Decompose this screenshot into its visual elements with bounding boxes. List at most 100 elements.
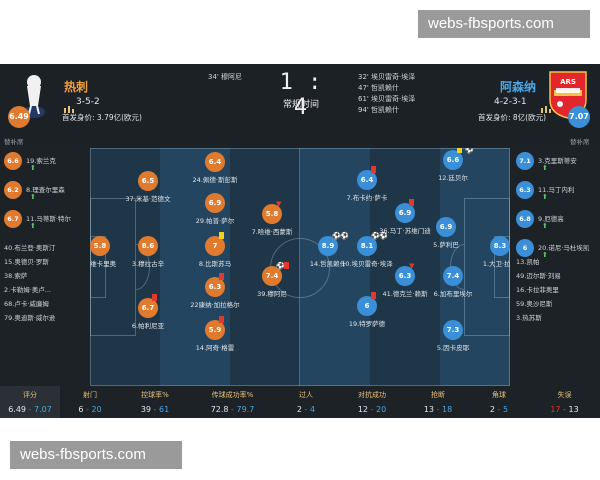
stat-home-value: 13 — [423, 405, 434, 414]
away-event: 47' 哲凯赖什 — [358, 84, 400, 92]
stat-title: 过人 — [299, 391, 313, 399]
bench-name: 19.索兰克 — [26, 157, 56, 165]
bench-player[interactable]: 7.1 ⬆ 3.克里斯蒂安 — [512, 152, 600, 172]
stat-away-value: 18 — [441, 405, 453, 414]
stat-home-value: 17 — [550, 405, 561, 414]
stat-2: 控球率% 39 - 61 — [120, 386, 190, 418]
away-team-name[interactable]: 阿森纳 — [500, 80, 537, 94]
sub-in-icon: ⬆ — [542, 193, 548, 201]
yellow-card-icon — [457, 148, 462, 153]
bench-player[interactable]: 79.奥迪斯·威尔逊 — [0, 311, 88, 325]
stat-separator: - — [560, 405, 569, 414]
player-rating: 6.7 — [138, 298, 158, 318]
player-rating: 6 — [357, 296, 377, 316]
player-rating: 6.9 — [395, 203, 415, 223]
bench-name: 3.克里斯蒂安 — [538, 157, 577, 165]
goal-icon: ⚽ — [332, 232, 341, 240]
bench-name: 13.凯帕 — [516, 258, 540, 266]
bench-name: 8.理查尔里森 — [26, 186, 65, 194]
stat-separator: - — [83, 405, 92, 414]
player-name: 19.特罗萨德 — [348, 320, 386, 328]
bench-rating: 7.1 — [516, 152, 534, 170]
player-name: 8.比斯苏马 — [198, 260, 232, 268]
bench-player[interactable]: 40.布兰登·奥斯汀 — [0, 241, 88, 255]
player-name: 41.德克兰·赖斯 — [382, 290, 428, 298]
stat-6: 抢断 13 - 18 — [407, 386, 469, 418]
stat-values: 6.49 - 7.07 — [0, 405, 60, 414]
player-rating: 6.5 — [138, 171, 158, 191]
player-rating: 5.9 — [205, 320, 225, 340]
stat-title: 角球 — [492, 391, 506, 399]
bench-player[interactable]: 38.索萨 — [0, 269, 88, 283]
stat-home-value: 6.49 — [8, 405, 26, 414]
bench-player[interactable]: 15.奥德贝·罗斯 — [0, 255, 88, 269]
sub-in-icon: ⬆ — [542, 164, 548, 172]
stat-3: 传球成功率% 72.8 - 79.7 — [190, 386, 275, 418]
stat-8: 失误 17 - 13 — [529, 386, 600, 418]
player-name: 7.布卡约·萨卡 — [346, 194, 388, 202]
player-name: 5.因卡皮耶 — [436, 344, 470, 352]
away-formation: 4-2-3-1 — [494, 97, 527, 107]
bench-name: 11.马蒂斯·特尔 — [26, 215, 71, 223]
bench-player[interactable]: 68.卢卡·威廉姆 — [0, 297, 88, 311]
match-header: 6.49 热刺 3-5-2 首发身价: 3.79亿(欧元) 34' 穆阿尼 1 … — [0, 64, 600, 146]
player-name: 22康纳·加拉格尔 — [190, 301, 240, 309]
red-card-icon — [284, 262, 289, 269]
bench-player[interactable]: 6.8 ⬆ 9.厄德高 — [512, 210, 600, 230]
player-rating: 7 — [205, 236, 225, 256]
formation-icon — [541, 98, 551, 113]
player-name: 10.埃贝雷奇·埃泽 — [341, 260, 393, 268]
svg-text:ARS: ARS — [560, 78, 576, 86]
bench-player[interactable]: 6.2 ⬆ 8.理查尔里森 — [0, 181, 88, 201]
player-rating: 6.6 — [443, 150, 463, 170]
bench-player[interactable]: 6.3 ⬆ 11.马丁内利 — [512, 181, 600, 201]
stat-home-value: 2 — [296, 405, 302, 414]
player-name: 3.穆拉古辛 — [131, 260, 165, 268]
goal-icon: ⚽ — [465, 148, 474, 154]
home-team-name[interactable]: 热刺 — [64, 80, 89, 94]
stat-away-value: 20 — [375, 405, 387, 414]
bench-player[interactable]: 2.卡勒姆·奥卢... — [0, 283, 88, 297]
stat-values: 17 - 13 — [529, 405, 600, 414]
stat-away-value: 20 — [91, 405, 102, 414]
stat-home-value: 2 — [489, 405, 495, 414]
stat-separator: - — [495, 405, 503, 414]
bench-player[interactable]: 6 ⬆ 20.诺尼·马杜埃凯 — [512, 239, 600, 259]
player-rating: 7.3 — [443, 320, 463, 340]
player-rating: 6.9 — [436, 217, 456, 237]
bench-rating: 6.6 — [4, 152, 22, 170]
player-rating: 6.9 — [205, 193, 225, 213]
player-name: 24.佩德·斯彭斯 — [192, 176, 238, 184]
formation-icon — [64, 98, 74, 113]
bench-player[interactable]: 49.迈尔斯·刘易 — [512, 269, 600, 283]
player-rating: 7.4 — [443, 266, 463, 286]
stat-values: 2 - 5 — [469, 405, 529, 414]
sub-in-icon: ⬆ — [542, 222, 548, 230]
bench-player[interactable]: 6.7 ⬆ 11.马蒂斯·特尔 — [0, 210, 88, 230]
player-rating: 8.6 — [138, 236, 158, 256]
red-card-icon — [371, 166, 376, 173]
player-name: 6.加布里埃尔 — [433, 290, 473, 298]
player-name: 7.哈维·西蒙斯 — [251, 228, 293, 236]
player-name: 5.萨利巴 — [433, 241, 459, 249]
stat-separator: - — [26, 405, 34, 414]
bench-player[interactable]: 13.凯帕 — [512, 255, 600, 269]
home-rating-badge: 6.49 — [8, 106, 30, 128]
bench-player[interactable]: 16.卡拉菲奥里 — [512, 283, 600, 297]
stat-5: 对抗成功 12 - 20 — [337, 386, 407, 418]
stat-title: 抢断 — [431, 391, 445, 399]
red-card-icon — [152, 294, 157, 301]
red-card-icon — [219, 316, 224, 323]
bench-player[interactable]: 3.热苏斯 — [512, 311, 600, 325]
red-card-icon — [409, 199, 414, 206]
bench-player[interactable]: 6.6 ⬆ 19.索兰克 — [0, 152, 88, 172]
stat-separator: - — [368, 405, 376, 414]
stat-home-value: 72.8 — [210, 405, 229, 414]
stat-title: 对抗成功 — [358, 391, 386, 399]
player-name: 1.维卡里奥 — [90, 260, 117, 268]
player-name: 36.马丁·苏维门迪 — [379, 227, 431, 235]
stat-title: 射门 — [83, 391, 97, 399]
home-bench-label: 替补席 — [4, 138, 24, 146]
bench-player[interactable]: 59.奥沙尼斯 — [512, 297, 600, 311]
bench-name: 59.奥沙尼斯 — [516, 300, 553, 308]
